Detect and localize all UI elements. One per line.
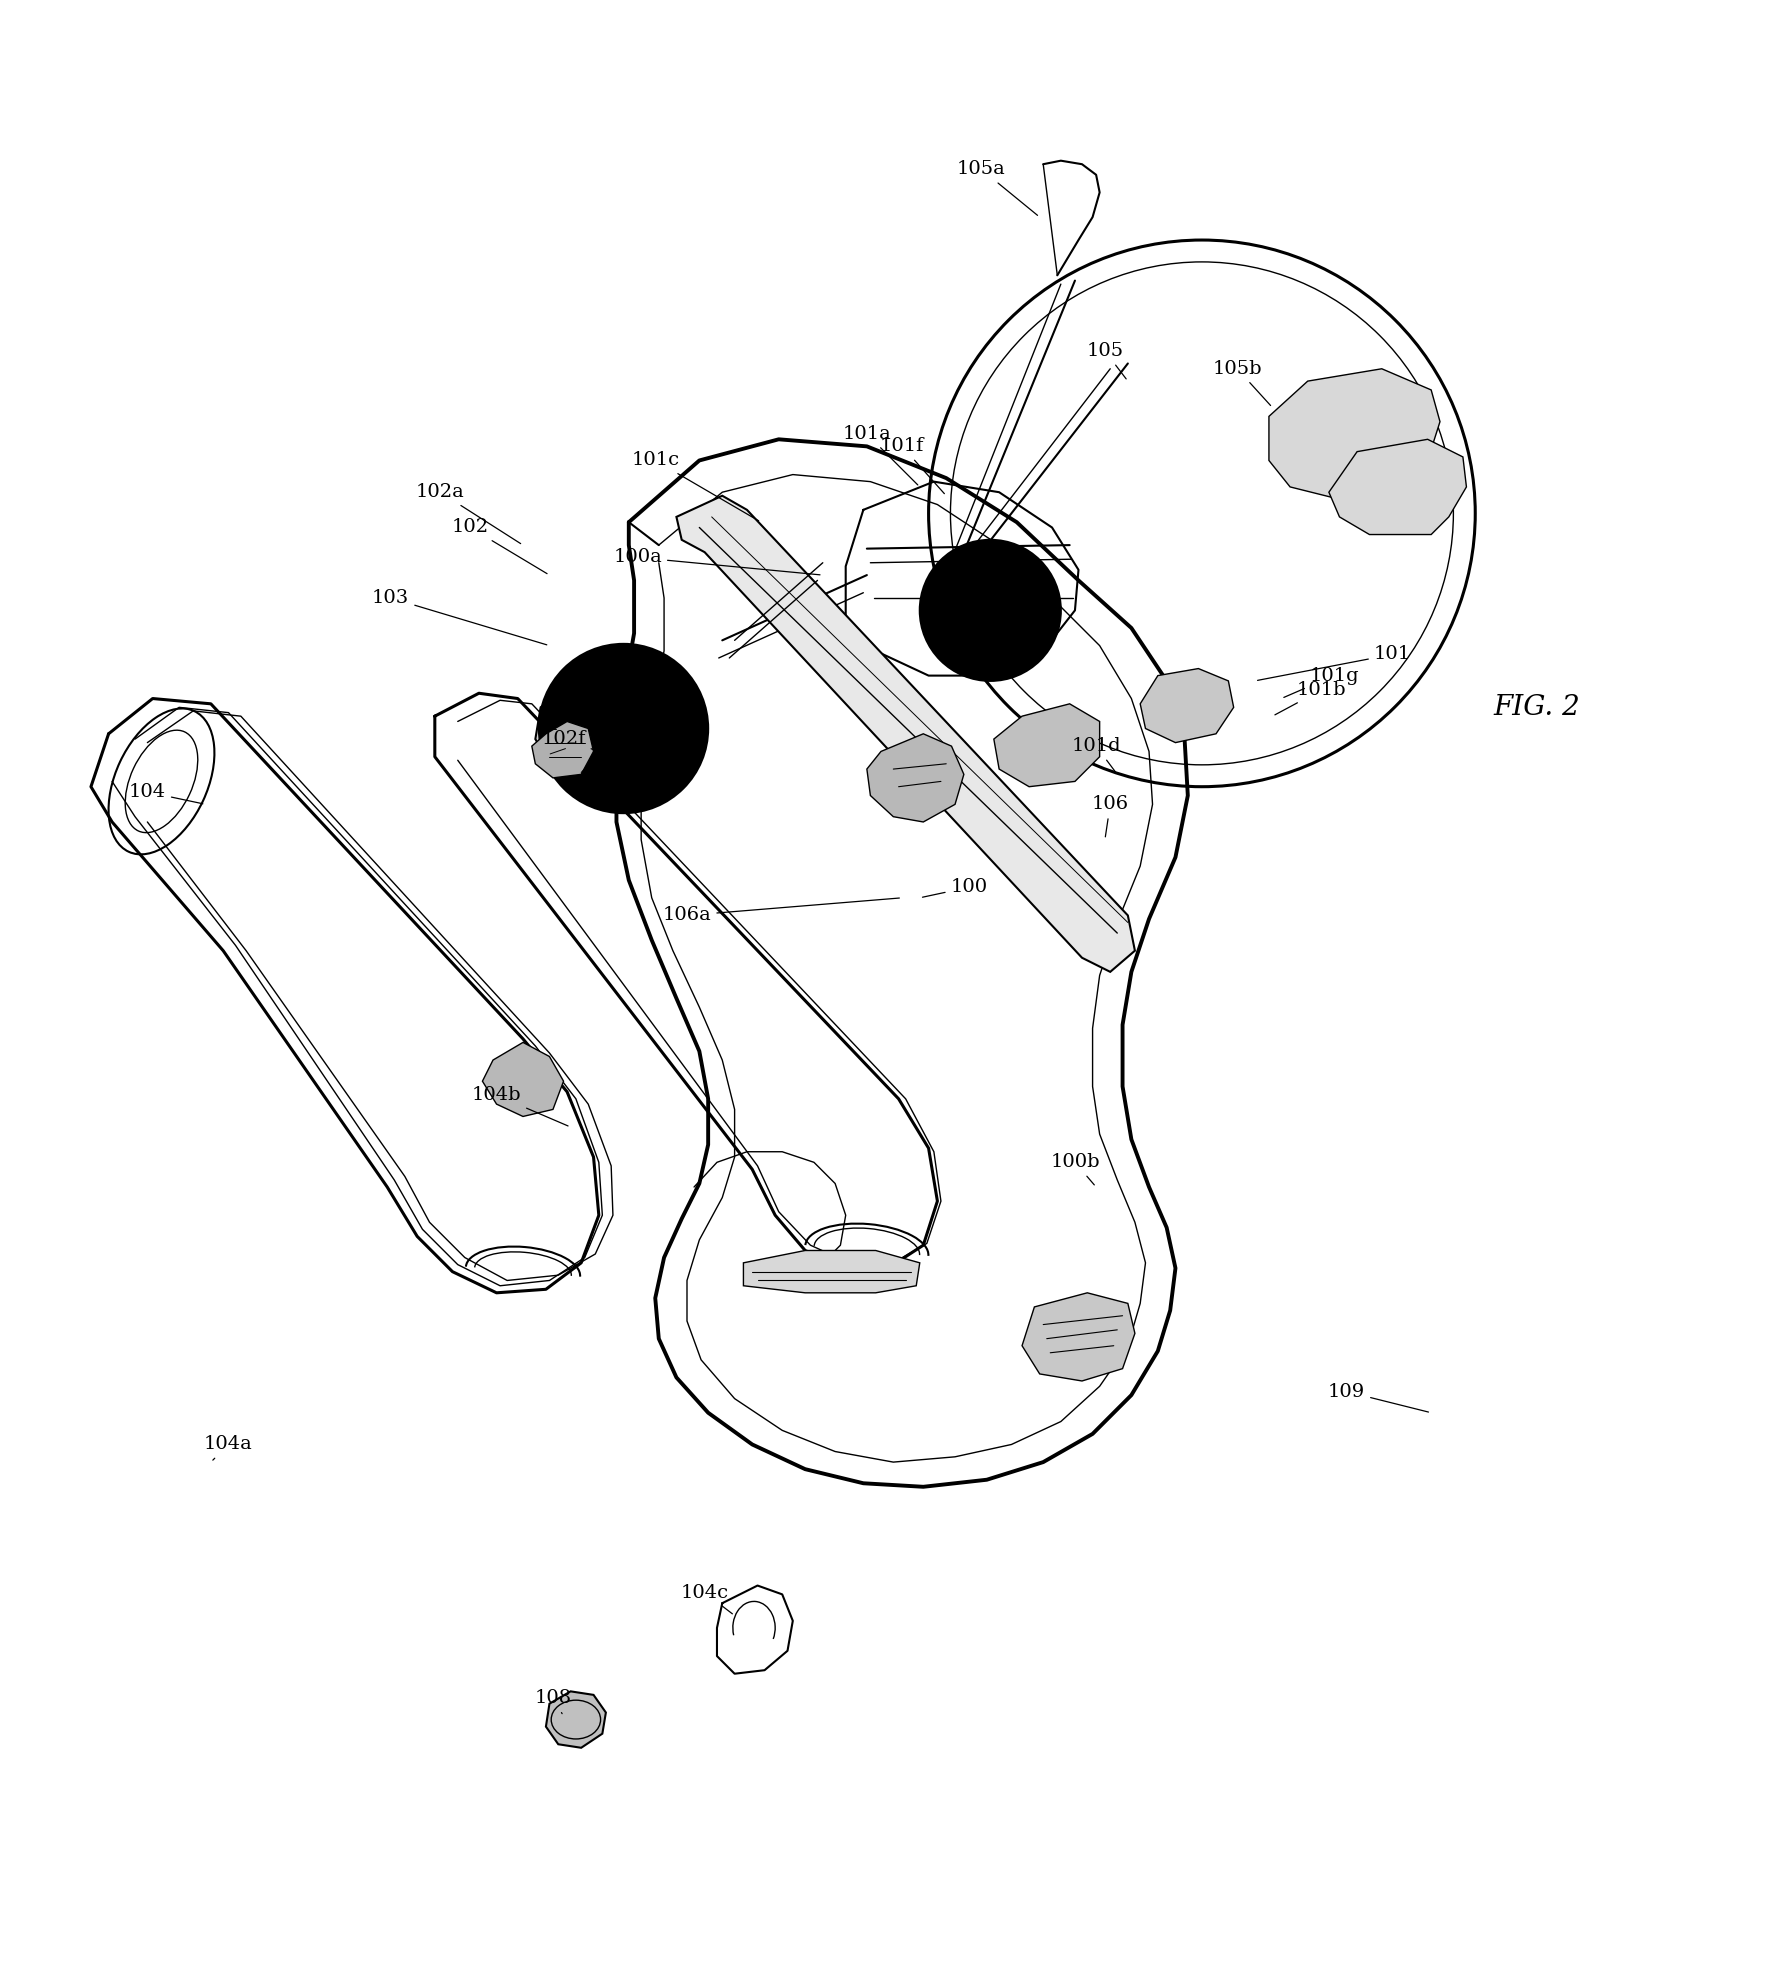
Polygon shape xyxy=(1022,1292,1136,1381)
Text: 104b: 104b xyxy=(472,1086,568,1126)
Polygon shape xyxy=(1141,669,1233,742)
Circle shape xyxy=(920,540,1061,681)
Polygon shape xyxy=(547,1692,605,1747)
Polygon shape xyxy=(994,705,1100,788)
Text: 103: 103 xyxy=(371,590,547,645)
Text: 101g: 101g xyxy=(1284,667,1359,697)
Text: 101f: 101f xyxy=(879,437,945,493)
Text: 105b: 105b xyxy=(1212,360,1270,406)
Text: 102: 102 xyxy=(451,518,547,574)
Text: 100: 100 xyxy=(922,879,987,896)
Text: 101d: 101d xyxy=(1072,736,1122,772)
Text: 101c: 101c xyxy=(632,451,759,520)
Text: 101: 101 xyxy=(1258,645,1412,681)
Polygon shape xyxy=(1268,368,1440,499)
Polygon shape xyxy=(532,722,594,778)
Circle shape xyxy=(563,667,685,790)
Circle shape xyxy=(593,697,655,760)
Text: 106: 106 xyxy=(1091,796,1129,837)
Circle shape xyxy=(962,582,1019,639)
Text: 104: 104 xyxy=(129,784,203,803)
Text: 106a: 106a xyxy=(663,898,899,924)
Text: FIG. 2: FIG. 2 xyxy=(1493,695,1580,720)
Text: 104a: 104a xyxy=(203,1435,253,1461)
Text: 104c: 104c xyxy=(681,1583,732,1613)
Text: 105a: 105a xyxy=(957,160,1038,216)
Text: 102a: 102a xyxy=(416,483,520,544)
Text: 101a: 101a xyxy=(842,425,918,485)
Polygon shape xyxy=(867,734,964,821)
Text: 102f: 102f xyxy=(541,730,596,750)
Text: 105: 105 xyxy=(1086,342,1127,378)
Polygon shape xyxy=(743,1251,920,1292)
Text: 108: 108 xyxy=(534,1690,571,1714)
Circle shape xyxy=(941,560,1040,659)
Circle shape xyxy=(973,594,1008,627)
Polygon shape xyxy=(483,1043,564,1116)
Circle shape xyxy=(540,643,708,813)
Text: 109: 109 xyxy=(1329,1383,1429,1413)
Text: 100a: 100a xyxy=(614,548,821,574)
Polygon shape xyxy=(676,495,1136,972)
Text: 100b: 100b xyxy=(1051,1154,1100,1185)
Polygon shape xyxy=(536,669,699,788)
Text: 101b: 101b xyxy=(1275,681,1346,714)
Polygon shape xyxy=(1329,439,1467,534)
